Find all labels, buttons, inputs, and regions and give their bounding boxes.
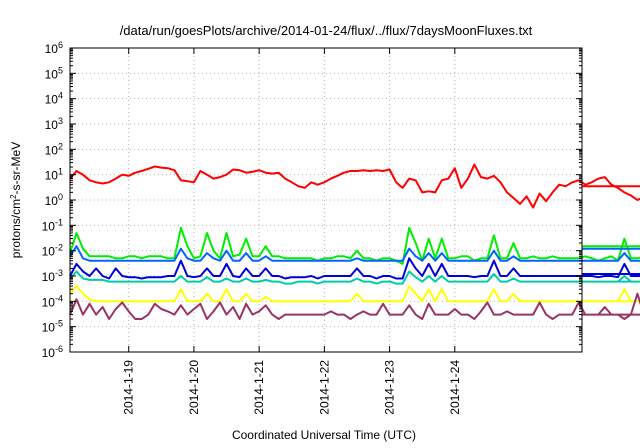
y-tick-base: 10	[45, 143, 59, 157]
y-tick-label: 106	[45, 40, 63, 56]
y-tick-exp: -3	[55, 268, 63, 278]
chart-title: /data/run/goesPlots/archive/2014-01-24/f…	[120, 23, 533, 38]
y-tick-exp: 4	[58, 91, 63, 101]
y-axis-label-post: -s-sr-MeV	[9, 142, 23, 195]
y-axis-label: protons/cm2-s-sr-MeV	[9, 142, 24, 258]
y-tick-base: 10	[42, 270, 56, 284]
x-tick-labels: 2014-1-19 2014-1-20 2014-1-21 2014-1-22 2014…	[122, 360, 462, 415]
y-tick-base: 10	[45, 118, 59, 132]
grid	[70, 48, 582, 352]
y-tick-base: 10	[45, 67, 59, 81]
y-tick-exp: 6	[58, 40, 63, 50]
x-axis-label: Coordinated Universal Time (UTC)	[232, 428, 416, 442]
y-tick-label: 103	[45, 116, 63, 132]
y-tick-label: 10-3	[42, 268, 63, 284]
y-tick-exp: 0	[58, 192, 63, 202]
y-tick-exp: -6	[55, 344, 63, 354]
y-tick-base: 10	[45, 194, 59, 208]
series-line-4	[69, 257, 640, 280]
y-tick-exp: -2	[55, 243, 63, 253]
y-tick-label: 102	[45, 141, 63, 157]
series-line-7	[69, 292, 640, 320]
series-line-1	[69, 163, 640, 209]
y-tick-label: 101	[45, 167, 63, 183]
y-axis-label-sup: 2	[9, 194, 18, 199]
y-axis-label-pre: protons/cm	[9, 199, 23, 258]
series-line-6	[69, 285, 640, 303]
y-tick-exp: 1	[58, 167, 63, 177]
y-tick-exp: -4	[55, 293, 63, 303]
y-tick-exp: 5	[58, 65, 63, 75]
y-tick-base: 10	[45, 93, 59, 107]
y-tick-label: 100	[45, 192, 63, 208]
y-tick-label: 10-2	[42, 243, 63, 259]
y-tick-base: 10	[42, 321, 56, 335]
y-tick-label: 10-5	[42, 319, 63, 335]
series-group	[69, 163, 640, 320]
x-tick-label: 2014-1-23	[383, 360, 397, 415]
y-tick-label: 10-6	[42, 344, 63, 360]
y-tick-exp: -1	[55, 217, 63, 227]
y-tick-label: 104	[45, 91, 63, 107]
y-tick-base: 10	[42, 245, 56, 259]
ticks	[70, 47, 582, 353]
y-tick-exp: 3	[58, 116, 63, 126]
y-tick-label: 10-4	[42, 293, 63, 309]
y-tick-base: 10	[42, 219, 56, 233]
y-tick-base: 10	[42, 295, 56, 309]
series-line-2	[69, 226, 640, 265]
y-tick-label: 105	[45, 65, 63, 81]
x-tick-label: 2014-1-20	[187, 360, 201, 415]
y-tick-base: 10	[45, 42, 59, 56]
y-tick-base: 10	[42, 346, 56, 360]
y-tick-base: 10	[45, 169, 59, 183]
y-tick-exp: -5	[55, 319, 63, 329]
series-line-5	[69, 270, 640, 285]
y-tick-labels: 10-610-510-410-310-210-11001011021031041…	[42, 40, 63, 360]
series-line-3	[69, 245, 640, 262]
x-tick-label: 2014-1-22	[317, 360, 331, 415]
y-tick-label: 10-1	[42, 217, 63, 233]
x-tick-label: 2014-1-24	[448, 360, 462, 415]
x-tick-label: 2014-1-21	[252, 360, 266, 415]
x-tick-label: 2014-1-19	[122, 360, 136, 415]
y-tick-exp: 2	[58, 141, 63, 151]
